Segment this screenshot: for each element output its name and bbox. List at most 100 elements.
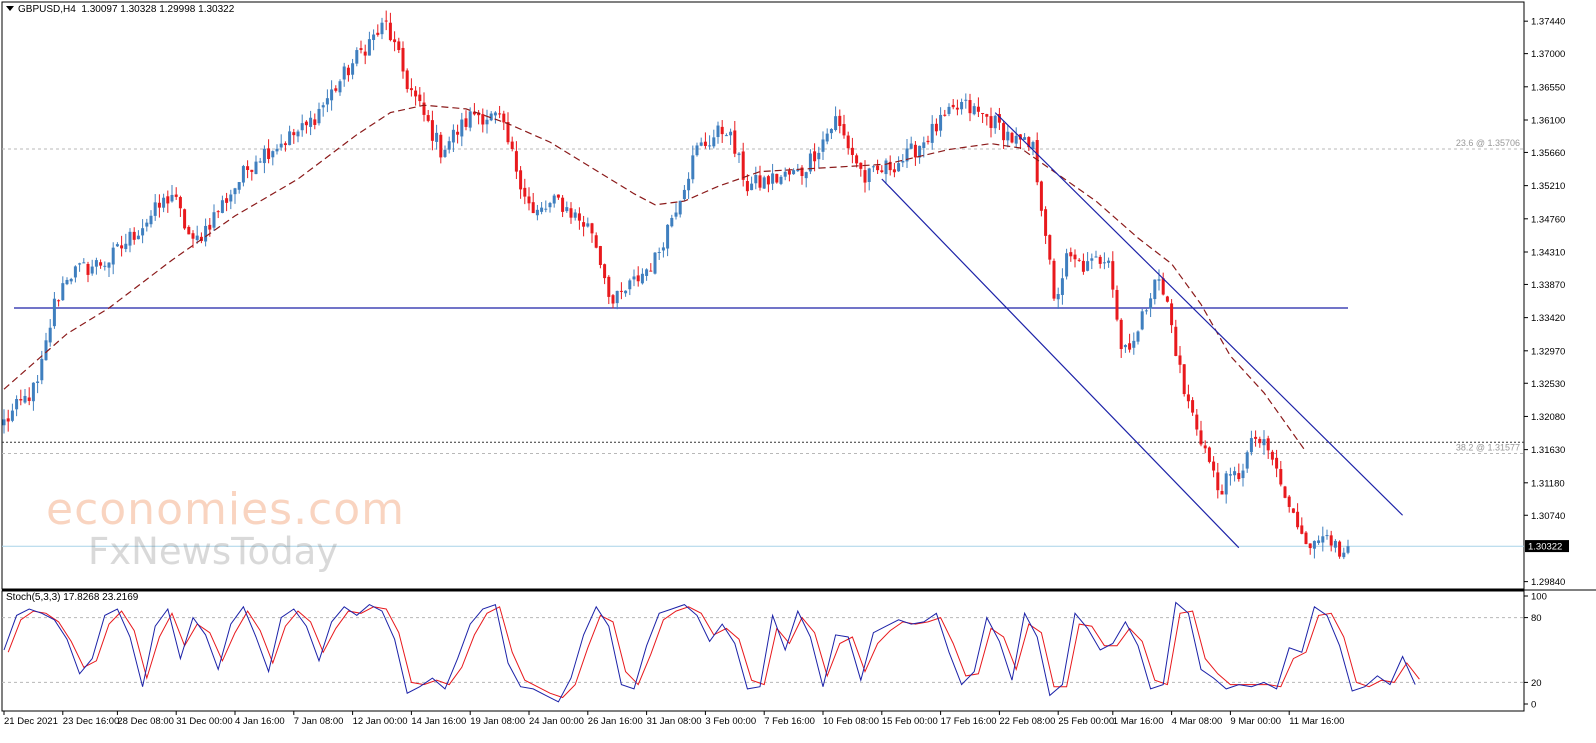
candle-body xyxy=(556,194,560,198)
candle-body xyxy=(775,173,779,183)
candle xyxy=(834,106,838,132)
candle-body xyxy=(183,209,187,229)
candle-body xyxy=(250,169,254,172)
candle xyxy=(985,113,989,126)
candle-body xyxy=(724,135,728,137)
candle-body xyxy=(317,108,321,124)
candle-body xyxy=(1262,439,1266,446)
candle-body xyxy=(376,32,380,35)
candle xyxy=(456,124,460,144)
candle-body xyxy=(1186,394,1190,402)
candle-body xyxy=(1174,326,1178,356)
candle-body xyxy=(359,48,363,50)
candle xyxy=(901,154,905,168)
candle-body xyxy=(1010,132,1014,143)
candle-body xyxy=(930,123,934,143)
candle-body xyxy=(1220,490,1224,495)
stoch-panel-border xyxy=(1,590,1525,712)
candle xyxy=(472,103,476,116)
candle-body xyxy=(69,278,73,282)
candle xyxy=(653,252,657,275)
candle-body xyxy=(577,213,581,221)
candle-body xyxy=(254,161,258,175)
candle xyxy=(577,207,581,230)
candle-body xyxy=(737,153,741,156)
candle-body xyxy=(237,182,241,190)
candle-body xyxy=(855,155,859,164)
candle xyxy=(871,165,875,173)
candle xyxy=(678,200,682,218)
candle xyxy=(1065,248,1069,280)
candle-body xyxy=(355,50,359,64)
candle-body xyxy=(384,20,388,22)
candle xyxy=(1044,206,1048,245)
candle xyxy=(23,389,27,404)
candle-body xyxy=(468,111,472,128)
candle-body xyxy=(1170,303,1174,326)
candle xyxy=(157,194,161,218)
candle xyxy=(498,105,502,119)
price-tick-label-15: 1.30740 xyxy=(1531,511,1565,522)
candle-body xyxy=(94,260,98,267)
candle xyxy=(376,24,380,37)
candle-body xyxy=(821,139,825,152)
candle-body xyxy=(498,113,502,115)
candle xyxy=(204,218,208,247)
stoch-main-line xyxy=(3,601,1416,703)
price-tick-label-4: 1.35660 xyxy=(1531,148,1565,159)
candle xyxy=(607,275,611,305)
candle-body xyxy=(1245,452,1249,469)
time-tick-label-6: 12 Jan 00:00 xyxy=(353,716,408,727)
candle-body xyxy=(61,283,65,301)
candle-body xyxy=(1002,123,1006,141)
candle xyxy=(745,174,749,196)
candle-body xyxy=(1333,540,1337,548)
candle xyxy=(1077,258,1081,262)
time-tick-label-2: 28 Dec 08:00 xyxy=(117,716,174,727)
candle-body xyxy=(1065,253,1069,277)
candle xyxy=(435,124,439,150)
candle xyxy=(1237,463,1241,482)
candle xyxy=(939,107,943,137)
time-tick-label-19: 1 Mar 16:00 xyxy=(1113,716,1164,727)
candle-body xyxy=(124,243,128,250)
candle-body xyxy=(372,34,376,40)
candle-body xyxy=(153,202,157,216)
candle xyxy=(1241,463,1245,487)
candle-body xyxy=(73,266,77,278)
candle xyxy=(1182,364,1186,397)
candle xyxy=(31,382,35,411)
candle xyxy=(624,290,628,297)
candle-body xyxy=(779,176,783,184)
time-tick-label-22: 11 Mar 16:00 xyxy=(1289,716,1344,727)
candle xyxy=(758,165,762,191)
candle xyxy=(426,109,430,123)
candle xyxy=(960,98,964,115)
candle xyxy=(1329,530,1333,552)
candle xyxy=(145,218,149,232)
candle xyxy=(1245,450,1249,473)
candle-body xyxy=(964,99,968,101)
candle xyxy=(220,195,224,214)
candle-body xyxy=(334,88,338,91)
candle-body xyxy=(1342,552,1346,558)
candle xyxy=(2,409,6,434)
candle xyxy=(199,232,203,244)
candle-body xyxy=(103,265,107,267)
candle xyxy=(1136,330,1140,345)
candle-body xyxy=(829,129,833,134)
candle xyxy=(569,202,573,224)
candle-body xyxy=(527,196,531,204)
candle-body xyxy=(31,382,35,402)
candle xyxy=(590,222,594,243)
candle-body xyxy=(1224,473,1228,495)
candle-body xyxy=(115,244,119,247)
candle-body xyxy=(548,203,552,208)
candle-body xyxy=(590,223,594,234)
dropdown-triangle-icon[interactable] xyxy=(6,6,14,11)
candle xyxy=(628,278,632,296)
candle-body xyxy=(813,151,817,162)
candle xyxy=(1161,272,1165,296)
candle-body xyxy=(708,145,712,147)
